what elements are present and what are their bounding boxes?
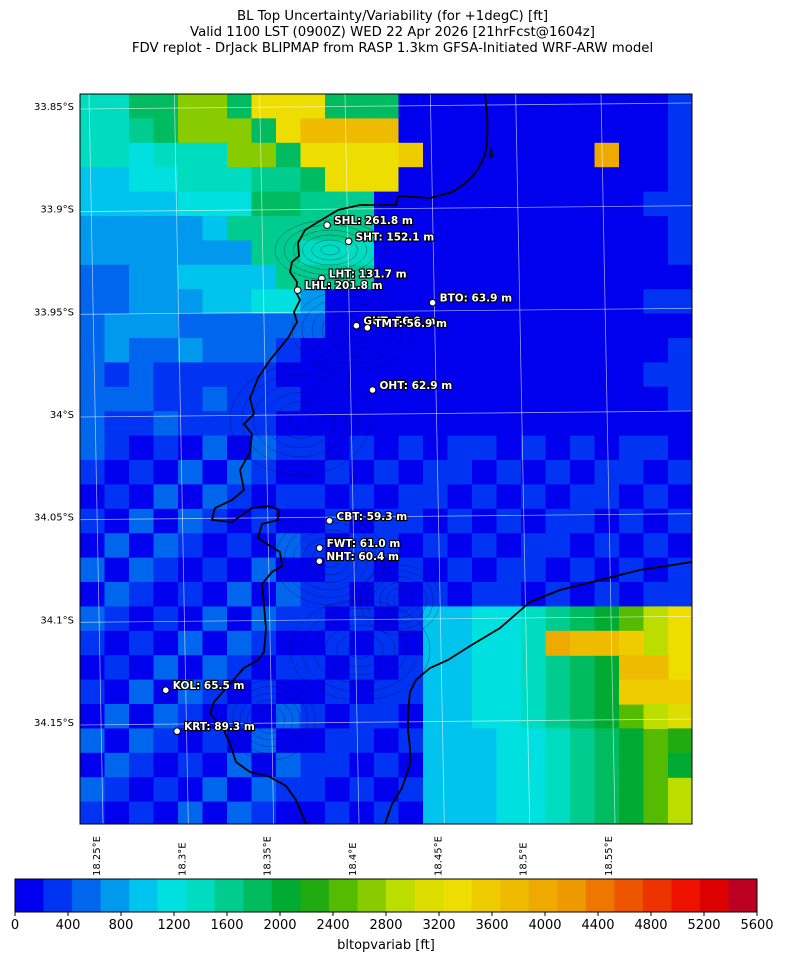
lat-tick-label: 34°S (50, 410, 74, 421)
colorbar-tick-label: 400 (56, 918, 81, 933)
colorbar-tick-label: 2000 (263, 918, 296, 933)
station-label: FWT: 61.0 m (327, 538, 401, 550)
colorbar-tick-label: 0 (11, 918, 19, 933)
station-label: KOL: 65.5 m (173, 680, 245, 692)
colorbar-swatch (15, 879, 44, 912)
colorbar-swatch (414, 879, 444, 912)
title-line-2: Valid 1100 LST (0900Z) WED 22 Apr 2026 [… (190, 25, 595, 40)
colorbar: 0 400 800 1200 1600 2000 2400 2800 3200 3600 4000 4… (11, 878, 774, 953)
colorbar-tick-label: 4000 (528, 918, 561, 933)
station-marker (344, 237, 353, 246)
plot-frame (79, 93, 693, 825)
lat-tick-label: 34.05°S (34, 513, 74, 524)
station-marker (315, 544, 324, 552)
colorbar-tick-label: 1200 (157, 918, 190, 933)
longitude-axis: 18.25°E 18.3°E 18.35°E 18.4°E 18.45°E 18.5°E 1… (92, 836, 615, 876)
colorbar-swatch (671, 879, 701, 912)
colorbar-swatch (214, 879, 244, 912)
station-marker (173, 727, 181, 736)
title-line-1: BL Top Uncertainty/Variability (for +1de… (236, 9, 549, 24)
lat-tick-label: 34.1°S (40, 615, 74, 626)
colorbar-tick-label: 4400 (581, 918, 614, 933)
station-label: TMT: 56.9 m (374, 318, 447, 330)
lon-tick-label: 18.3°E (177, 842, 188, 876)
title-line-3: FDV replot - DrJack BLIPMAP from RASP 1.… (131, 41, 654, 56)
lat-tick-label: 34.15°S (34, 718, 74, 729)
lon-tick-label: 18.35°E (263, 836, 274, 876)
colorbar-swatch (528, 879, 558, 912)
colorbar-swatch (271, 879, 301, 912)
colorbar-tick-label: 2800 (369, 918, 402, 933)
lat-tick-label: 33.95°S (34, 307, 74, 318)
station-marker (162, 686, 170, 695)
station-label: OHT: 62.9 m (380, 380, 453, 392)
colorbar-tick-label: 5200 (687, 918, 720, 933)
colorbar-swatch (500, 879, 530, 912)
lon-tick-label: 18.55°E (604, 836, 615, 876)
colorbar-tick-label: 1600 (210, 918, 243, 933)
colorbar-tick-label: 5600 (740, 918, 773, 933)
colorbar-swatch (157, 879, 187, 912)
lon-tick-label: 18.4°E (348, 842, 359, 876)
colorbar-swatch (357, 879, 387, 912)
lon-tick-label: 18.45°E (433, 836, 444, 876)
colorbar-swatch (300, 879, 330, 912)
colorbar-swatch (728, 879, 758, 912)
lat-tick-label: 33.9°S (40, 205, 74, 216)
colorbar-swatch (72, 879, 102, 912)
variability-grid (80, 94, 692, 824)
colorbar-swatch (243, 879, 273, 912)
station-marker (323, 221, 331, 229)
station-marker (352, 321, 361, 330)
station-marker (363, 324, 372, 332)
colorbar-swatch (186, 879, 216, 912)
colorbar-tick-label: 2400 (316, 918, 349, 933)
colorbar-swatch (328, 879, 358, 912)
station-label: NHT: 60.4 m (326, 551, 399, 563)
coastline (208, 94, 692, 824)
colorbar-tick-label: 3200 (422, 918, 455, 933)
colorbar-swatch (557, 879, 587, 912)
station-label: GUT: 56.0 m (363, 316, 435, 328)
station-label: LHL: 201.8 m (305, 280, 383, 292)
lat-tick-label: 33.85°S (34, 102, 74, 113)
station-label: SHT: 152.1 m (356, 231, 435, 243)
terrain-contours (224, 219, 441, 761)
station-label: BTO: 63.9 m (440, 293, 513, 305)
colorbar-swatch (614, 879, 644, 912)
station-label: CBT: 59.3 m (337, 511, 408, 523)
colorbar-tick-label: 800 (109, 918, 134, 933)
colorbar-swatch (43, 879, 73, 912)
station-marker (318, 274, 326, 283)
station-label: KRT: 89.3 m (184, 721, 255, 733)
station-marker (368, 386, 377, 394)
station-marker (315, 557, 324, 566)
colorbar-swatch (129, 879, 159, 912)
lon-tick-label: 18.5°E (519, 842, 530, 876)
colorbar-swatch (443, 879, 473, 912)
station-marker (428, 298, 437, 307)
colorbar-swatch (386, 879, 415, 912)
colorbar-label: bltopvariab [ft] (337, 938, 435, 953)
colorbar-swatch (699, 879, 729, 912)
latitude-axis: 33.85°S 33.9°S 33.95°S 34°S 34.05°S 34.1°S 34.… (34, 102, 74, 729)
colorbar-swatch (100, 879, 130, 912)
station-marker (325, 517, 334, 525)
colorbar-tick-label: 4800 (634, 918, 667, 933)
station-marker (293, 286, 302, 295)
colorbar-tick-label: 3600 (475, 918, 508, 933)
colorbar-swatch (642, 879, 672, 912)
station-label: SHL: 261.8 m (334, 215, 413, 227)
graticule (80, 94, 692, 824)
colorbar-swatch (585, 879, 615, 912)
lon-tick-label: 18.25°E (92, 836, 103, 876)
colorbar-swatch (471, 879, 501, 912)
station-label: LHT: 131.7 m (329, 269, 407, 281)
station-markers: SHL: 261.8 m SHT: 152.1 m LHT: 131.7 mLHL:… (162, 214, 513, 736)
